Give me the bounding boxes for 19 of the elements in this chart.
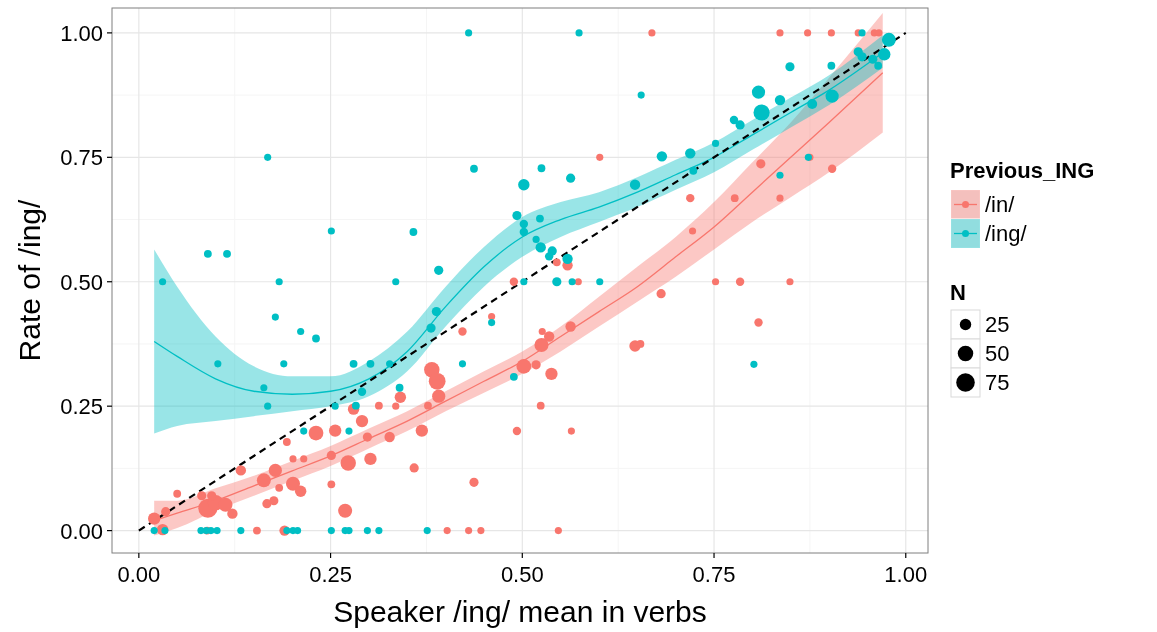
x-axis-title: Speaker /ing/ mean in verbs (333, 595, 707, 628)
legend-label: 25 (985, 312, 1010, 337)
x-tick-label: 0.25 (309, 562, 352, 587)
legend-label: 50 (985, 341, 1010, 366)
x-tick-label: 0.75 (692, 562, 736, 587)
text: N (950, 280, 966, 305)
y-tick-label: 0.75 (60, 145, 103, 171)
y-tick-label: 1.00 (60, 20, 103, 46)
x-tick-label: 1.00 (884, 562, 928, 587)
y-tick-label: 0.50 (60, 269, 103, 295)
x-tick-label: 0.00 (117, 562, 161, 587)
x-tick-label: 0.50 (500, 562, 544, 587)
y-axis-title: Rate of /ing/ (13, 198, 46, 362)
y-tick-label: 0.25 (60, 394, 103, 420)
legend-label: /in/ (985, 192, 1016, 217)
legend-label: /ing/ (985, 221, 1028, 246)
y-tick-label: 0.00 (60, 518, 103, 544)
legend-title: Previous_ING (950, 158, 1095, 183)
legend-label: 75 (985, 370, 1010, 395)
